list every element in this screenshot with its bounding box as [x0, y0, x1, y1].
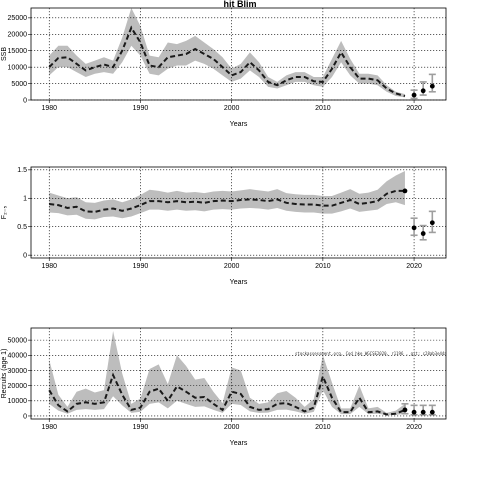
x-tick-label: 1980	[41, 424, 57, 431]
y-tick-label: 20000	[8, 383, 28, 390]
x-tick-label: 2010	[315, 263, 331, 270]
forecast-point	[411, 225, 417, 231]
y-tick-label: 15000	[8, 48, 28, 55]
x-tick-label: 2020	[406, 263, 422, 270]
x-tick-label: 2010	[315, 105, 331, 112]
y-tick-label: 25000	[8, 15, 28, 22]
x-tick-label: 2020	[406, 424, 422, 431]
forecast-point	[411, 92, 417, 98]
y-axis-label: F₂₋₅	[1, 206, 8, 220]
plot-frame	[30, 327, 447, 420]
x-tick-label: 2020	[406, 105, 422, 112]
y-tick-label: 5000	[11, 81, 27, 88]
y-axis-label: SSB	[1, 47, 8, 61]
x-tick-label: 2000	[224, 105, 240, 112]
confidence-band	[49, 331, 405, 416]
y-tick-label: 0.5	[17, 224, 27, 231]
panel-2: 1980 1990 2000 2010 2020 0 0.5 1 1.5 Years F₂₋₅	[1, 166, 447, 286]
forecast-point	[402, 188, 408, 194]
x-tick-label: 1990	[133, 105, 149, 112]
forecast-point	[429, 220, 435, 226]
y-tick-label: 10000	[8, 64, 28, 71]
y-tick-label: 1.5	[17, 167, 27, 174]
forecast-point	[402, 407, 408, 413]
forecast-point	[429, 409, 435, 415]
confidence-band	[49, 170, 405, 220]
forecast-point	[411, 409, 417, 415]
y-tick-label: 0	[23, 97, 27, 104]
panel-3: 1980 1990 2000 2010 2020 0 10000 20000 30000 4000…	[1, 327, 447, 447]
estimate-line	[48, 372, 406, 416]
x-tick-label: 2000	[224, 263, 240, 270]
x-tick-label: 1980	[41, 105, 57, 112]
y-tick-label: 10000	[8, 398, 28, 405]
forecast-point	[420, 231, 426, 236]
y-tick-label: 1	[23, 196, 27, 203]
forecast-point	[420, 88, 426, 94]
x-axis-label: Years	[230, 440, 248, 447]
x-tick-label: 2000	[224, 424, 240, 431]
y-axis-label: Recruits (age 1)	[1, 349, 8, 399]
forecast-point	[429, 83, 435, 89]
x-tick-label: 1990	[133, 424, 149, 431]
x-tick-label: 1990	[133, 263, 149, 270]
x-tick-label: 2010	[315, 424, 331, 431]
y-tick-label: 40000	[8, 353, 28, 360]
y-tick-label: 50000	[8, 337, 28, 344]
y-tick-label: 30000	[8, 368, 28, 375]
assessment-stamp-note: stockassessment.org, Cod_hke_WGCSE2020, …	[295, 351, 447, 356]
figure-title: hit Blim	[224, 0, 257, 9]
plot-frame	[30, 166, 447, 259]
x-axis-label: Years	[230, 279, 248, 286]
estimate-line	[48, 25, 406, 98]
y-tick-label: 0	[23, 252, 27, 259]
panel-1: 1980 1990 2000 2010 2020 0 5000 10000 15000 20000…	[1, 7, 447, 128]
x-tick-label: 1980	[41, 263, 57, 270]
confidence-band	[49, 8, 405, 98]
y-tick-label: 20000	[8, 32, 28, 39]
forecast-point	[420, 409, 426, 415]
plot-frame	[30, 7, 447, 101]
y-tick-label: 0	[23, 413, 27, 420]
x-axis-label: Years	[230, 121, 248, 128]
